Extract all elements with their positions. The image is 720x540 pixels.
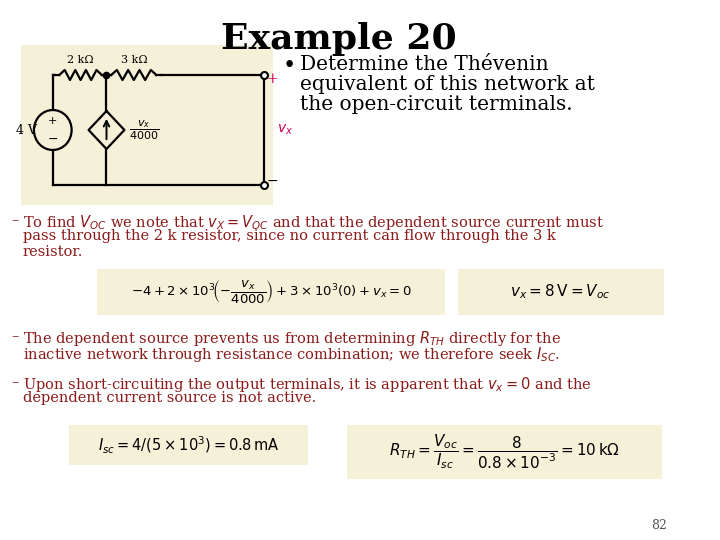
Text: the open-circuit terminals.: the open-circuit terminals. [300,95,572,114]
Text: 4 V: 4 V [16,124,37,137]
Text: 2 kΩ: 2 kΩ [67,55,94,65]
Text: –: – [12,329,19,343]
FancyBboxPatch shape [97,269,445,315]
Text: +: + [48,116,58,126]
Text: –: – [12,213,19,227]
Text: Determine the Thévenin: Determine the Thévenin [300,55,549,74]
Text: inactive network through resistance combination; we therefore seek $I_{SC}$.: inactive network through resistance comb… [22,345,559,364]
Text: $v_x = 8\,\mathrm{V} = V_{oc}$: $v_x = 8\,\mathrm{V} = V_{oc}$ [510,282,611,301]
Text: 82: 82 [652,519,667,532]
Text: The dependent source prevents us from determining $R_{TH}$ directly for the: The dependent source prevents us from de… [22,329,561,348]
Text: −: − [266,174,279,188]
FancyBboxPatch shape [347,425,662,479]
Text: 3 kΩ: 3 kΩ [120,55,147,65]
FancyBboxPatch shape [69,425,308,465]
Text: Example 20: Example 20 [222,22,457,56]
Text: dependent current source is not active.: dependent current source is not active. [22,391,316,405]
FancyBboxPatch shape [21,45,274,205]
FancyBboxPatch shape [458,269,665,315]
Text: •: • [283,55,296,77]
Text: −: − [48,132,58,145]
Text: Upon short-circuiting the output terminals, it is apparent that $v_x = 0$ and th: Upon short-circuiting the output termina… [22,375,591,394]
Text: +: + [266,72,279,86]
Text: pass through the 2 k resistor, since no current can flow through the 3 k: pass through the 2 k resistor, since no … [22,229,556,243]
Text: $v_x$: $v_x$ [277,123,293,137]
Text: –: – [12,375,19,389]
Text: To find $V_{OC}$ we note that $v_X = V_{OC}$ and that the dependent source curre: To find $V_{OC}$ we note that $v_X = V_{… [22,213,603,232]
Text: $\dfrac{v_x}{4000}$: $\dfrac{v_x}{4000}$ [129,118,159,141]
Text: resistor.: resistor. [22,245,83,259]
Text: equivalent of this network at: equivalent of this network at [300,75,595,94]
Text: $R_{TH} = \dfrac{V_{oc}}{I_{sc}} = \dfrac{8}{0.8 \times 10^{-3}} = 10\,\mathrm{k: $R_{TH} = \dfrac{V_{oc}}{I_{sc}} = \dfra… [389,433,620,471]
Text: $I_{sc} = 4/(5 \times 10^3) = 0.8\,\mathrm{mA}$: $I_{sc} = 4/(5 \times 10^3) = 0.8\,\math… [98,435,279,456]
Text: $-4 + 2 \times 10^3\!\left(-\dfrac{v_x}{4000}\right) + 3 \times 10^3(0) + v_x = : $-4 + 2 \times 10^3\!\left(-\dfrac{v_x}{… [131,279,412,306]
